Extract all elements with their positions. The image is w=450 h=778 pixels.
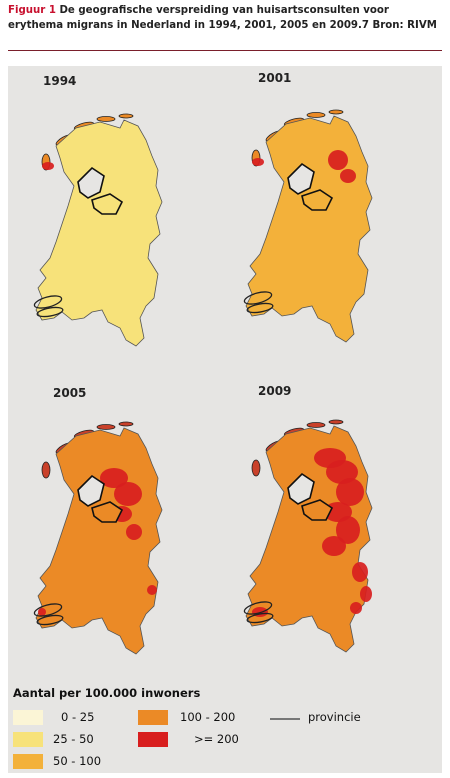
- map-canvas: [32, 109, 373, 655]
- hotspot-2009-9: [350, 602, 362, 614]
- map-year-2009: 2009: [258, 384, 292, 398]
- figure-caption: Figuur 1 De geografische verspreiding va…: [8, 3, 442, 33]
- hotspot-2005-1: [114, 482, 142, 506]
- hotspot-2005-0: [100, 468, 128, 488]
- hotspot-2001-1: [328, 150, 348, 170]
- legend-swatch-200-plus: [138, 732, 168, 747]
- map-land-2001: [245, 115, 373, 343]
- figure-caption-text: De geografische verspreiding van huisart…: [8, 5, 437, 31]
- map-year-1994: 1994: [43, 74, 77, 88]
- legend-label-0-25: 0 - 25: [61, 710, 95, 724]
- hotspot-2001-0: [252, 158, 264, 166]
- caption-divider: [8, 50, 442, 51]
- map-2001: [242, 109, 373, 343]
- legend-label-100-200: 100 - 200: [180, 710, 236, 724]
- hotspot-2001-2: [340, 169, 356, 183]
- hotspot-2005-3: [126, 524, 142, 540]
- hotspot-2009-7: [360, 586, 372, 602]
- legend-swatch-100-200: [138, 710, 168, 725]
- hotspot-2005-5: [38, 608, 46, 616]
- map-land-2005: [35, 427, 163, 655]
- legend-swatch-50-100: [13, 754, 43, 769]
- legend-swatch-0-25: [13, 710, 43, 725]
- map-year-2005: 2005: [53, 386, 87, 400]
- hotspot-2005-4: [147, 585, 157, 595]
- hotspot-2009-4: [336, 516, 360, 544]
- map-year-2001: 2001: [258, 71, 292, 85]
- legend-title: Aantal per 100.000 inwoners: [13, 686, 201, 700]
- map-1994: [32, 113, 163, 347]
- legend-swatch-25-50: [13, 732, 43, 747]
- legend-label-provincie: provincie: [308, 710, 361, 724]
- legend-label-25-50: 25 - 50: [53, 732, 94, 746]
- hotspot-2009-5: [322, 536, 346, 556]
- legend-province-line: [270, 718, 300, 720]
- legend-label-50-100: 50 - 100: [53, 754, 102, 768]
- hotspot-2009-6: [352, 562, 368, 582]
- map-2005: [32, 421, 163, 655]
- hotspot-1994-0: [42, 162, 54, 170]
- figure-label: Figuur 1: [8, 5, 56, 16]
- map-panel: 1994 2001 2005 2009 Aantal per 100.000 i…: [8, 66, 442, 773]
- hotspot-2009-2: [336, 478, 364, 506]
- legend-label-200-plus: >= 200: [194, 732, 239, 746]
- map-land-1994: [35, 119, 163, 347]
- map-2009: [242, 419, 373, 653]
